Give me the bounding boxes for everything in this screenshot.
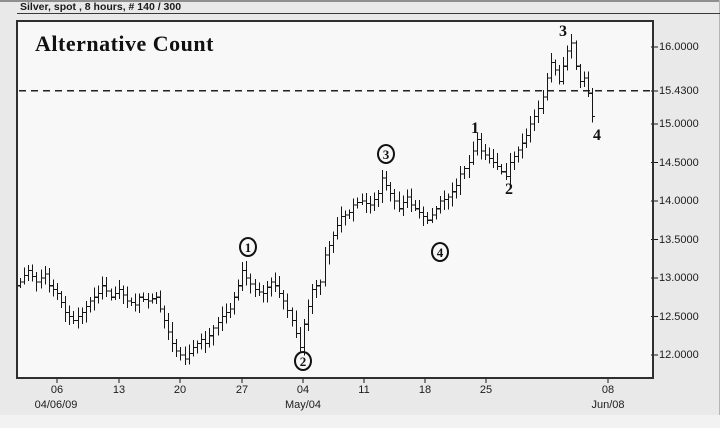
ohlc-bar <box>568 33 575 59</box>
time-axis-sublabel: 04/06/09 <box>34 399 78 411</box>
ohlc-bar <box>535 100 542 124</box>
ohlc-bar <box>461 165 468 179</box>
time-axis-label: 20 <box>173 384 187 396</box>
ohlc-bar <box>70 311 77 325</box>
time-axis-label: 11 <box>358 384 370 396</box>
ohlc-bar <box>103 276 110 298</box>
ohlc-bar <box>498 163 505 175</box>
price-axis-label: 16.0000 <box>659 41 699 53</box>
window-bottom-strip <box>0 415 720 428</box>
time-axis-label: 13 <box>112 384 126 396</box>
ohlc-bar <box>177 346 184 361</box>
time-axis-label: 27 <box>235 384 249 396</box>
window-top-edge <box>0 0 720 2</box>
time-axis-label: 25 <box>479 384 493 396</box>
ohlc-bar <box>424 212 431 225</box>
ohlc-bar <box>354 197 361 209</box>
price-axis-label: 15.0000 <box>659 118 699 130</box>
wave-label-circled-4: 4 <box>431 242 449 262</box>
price-axis-label: 13.5000 <box>659 233 699 246</box>
wave-label-circled-1: 1 <box>239 237 257 257</box>
time-axis-sublabel: Jun/08 <box>591 399 625 411</box>
ohlc-bar <box>33 272 40 292</box>
ohlc-bar <box>589 88 596 123</box>
ohlc-bar <box>140 292 147 302</box>
price-axis-label: 14.0000 <box>659 195 699 207</box>
time-axis-label: 04 <box>296 384 310 396</box>
wave-label-1: 1 <box>471 120 479 137</box>
chart-title: Alternative Count <box>35 31 214 56</box>
wave-label-2: 2 <box>505 181 513 198</box>
instrument-header: Silver, spot , 8 hours, # 140 / 300 <box>17 1 720 14</box>
ohlc-bar <box>317 279 324 296</box>
wave-label-circled-2: 2 <box>294 351 312 371</box>
wave-label-circled-3: 3 <box>377 144 395 164</box>
wave-label-4: 4 <box>593 127 601 144</box>
price-axis-label: 13.0000 <box>659 272 699 284</box>
wave-label-3: 3 <box>559 23 567 40</box>
price-axis-label: 12.0000 <box>659 349 699 361</box>
ohlc-bar <box>284 293 291 318</box>
plot-background <box>17 21 653 378</box>
price-axis-label: 14.5000 <box>659 156 699 169</box>
ohlc-bar <box>210 325 217 346</box>
ohlc-bar <box>391 188 398 210</box>
time-axis-label: 08 <box>601 384 615 396</box>
price-axis-label: 12.5000 <box>659 310 699 323</box>
ohlc-bar <box>247 273 254 294</box>
time-axis-label: 06 <box>50 384 64 396</box>
time-axis-sublabel: May/04 <box>284 399 322 411</box>
price-axis-label: 15.4300 <box>659 84 699 97</box>
plot-frame <box>16 20 654 379</box>
time-axis-label: 18 <box>418 384 432 396</box>
